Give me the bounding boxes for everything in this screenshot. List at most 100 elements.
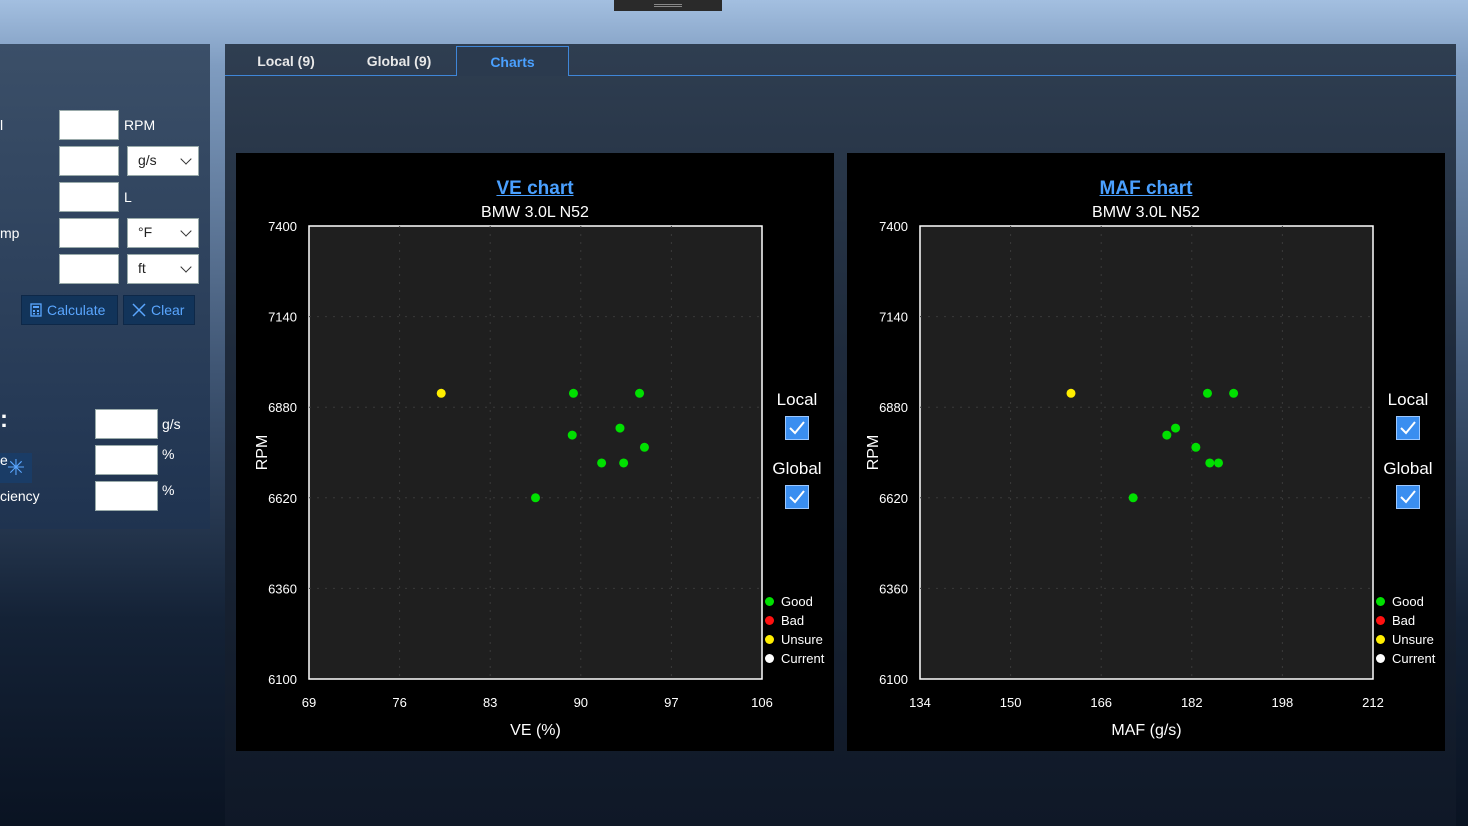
check-icon [789,490,805,504]
x-tick-label: 198 [1272,695,1294,710]
tab-charts[interactable]: Charts [456,46,569,76]
data-point-good[interactable] [567,430,577,440]
legend-good: Good [765,592,824,611]
data-point-good[interactable] [568,388,578,398]
x-tick-label: 76 [392,695,406,710]
tab-local-label: Local (9) [257,53,315,69]
x-tick-label: 150 [1000,695,1022,710]
calculate-button[interactable]: Calculate [21,295,118,325]
rpm-unit: RPM [124,117,156,133]
check-icon [1400,421,1416,435]
ve-chart-title[interactable]: VE chart [496,178,574,199]
data-point-unsure[interactable] [1066,388,1076,398]
maf-chart-title[interactable]: MAF chart [1099,178,1193,199]
asterisk-icon[interactable]: ✳ [0,453,32,483]
legend-good-dot [1376,597,1385,606]
y-tick-label: 6880 [268,400,297,415]
data-point-good[interactable] [615,423,625,433]
y-axis-label: RPM [254,435,271,471]
legend-bad-label: Bad [781,613,805,628]
temp-unit-select[interactable]: °F [127,218,199,248]
legend-bad-dot [765,616,774,625]
local-checkbox[interactable] [1396,416,1420,440]
data-point-good[interactable] [1162,430,1172,440]
altitude-unit-select[interactable]: ft [127,254,199,284]
data-point-good[interactable] [597,458,607,468]
data-point-good[interactable] [531,493,540,503]
x-tick-label: 134 [909,695,931,710]
x-tick-label: 166 [1090,695,1112,710]
result-efficiency-output[interactable] [95,481,158,511]
clear-button[interactable]: Clear [123,295,195,325]
result-maf-output[interactable] [95,409,158,439]
data-point-good[interactable] [1202,388,1212,398]
displacement-input[interactable] [59,182,119,212]
global-toggle-label: Global [1383,459,1433,478]
result-ve-output[interactable] [95,445,158,475]
y-tick-label: 6100 [268,672,297,687]
maf-chart-panel: MAF chart BMW 3.0L N52 134 150 166 182 198 21… [847,153,1445,751]
legend-current-dot [1376,654,1385,663]
rpm-label: l [0,117,4,133]
window-drag-handle[interactable] [614,0,722,11]
legend-bad: Bad [1376,611,1435,630]
y-tick-label: 6620 [879,491,908,506]
calculator-icon [30,303,42,317]
legend-good-label: Good [781,594,813,609]
tab-charts-label: Charts [490,54,535,70]
maf-chart-legend: Good Bad Unsure Current [1376,592,1435,668]
tab-global[interactable]: Global (9) [342,46,456,76]
legend-unsure: Unsure [1376,630,1435,649]
temp-input[interactable] [59,218,119,248]
check-icon [1400,490,1416,504]
altitude-input[interactable] [59,254,119,284]
tab-local[interactable]: Local (9) [230,46,342,76]
y-tick-label: 7400 [268,219,297,234]
results-heading: : [0,406,8,433]
data-point-unsure[interactable] [436,388,446,398]
legend-bad-dot [1376,616,1385,625]
data-point-good[interactable] [1171,423,1181,433]
global-checkbox[interactable] [1396,485,1420,509]
rpm-input[interactable] [59,110,119,140]
maf-input[interactable] [59,146,119,176]
data-point-good[interactable] [639,442,649,452]
data-point-good[interactable] [619,458,629,468]
y-tick-label: 7140 [879,310,908,325]
legend-current: Current [765,649,824,668]
y-tick-label: 6620 [268,491,297,506]
local-toggle-label: Local [1387,390,1429,409]
x-tick-label: 97 [664,695,678,710]
data-point-good[interactable] [1214,458,1224,468]
legend-good-label: Good [1392,594,1424,609]
calculate-label: Calculate [47,302,106,318]
data-point-good[interactable] [1191,442,1201,452]
legend-current-label: Current [1392,651,1436,666]
result-ve-unit: % [162,446,175,462]
data-point-good[interactable] [635,388,645,398]
tab-bar: Local (9) Global (9) Charts [225,44,1456,76]
legend-current: Current [1376,649,1435,668]
legend-unsure-dot [1376,635,1385,644]
data-point-good[interactable] [1229,388,1239,398]
local-checkbox[interactable] [785,416,809,440]
maf-unit-select[interactable]: g/s [127,146,199,176]
ve-chart-panel: VE chart BMW 3.0L N52 69 76 83 90 97 106 7400 7… [236,153,834,751]
x-tick-label: 182 [1181,695,1203,710]
legend-bad: Bad [765,611,824,630]
legend-good: Good [1376,592,1435,611]
data-point-good[interactable] [1205,458,1215,468]
global-checkbox[interactable] [785,485,809,509]
result-efficiency-unit: % [162,482,175,498]
legend-unsure-label: Unsure [1392,632,1434,647]
x-tick-label: 90 [574,695,588,710]
maf-chart-plot: 134 150 166 182 198 212 7400 7140 6880 6620 6360 61… [865,219,1384,739]
main-area: Local (9) Global (9) Charts VE chart BMW… [225,44,1456,826]
maf-chart-subtitle: BMW 3.0L N52 [1092,204,1200,221]
data-point-good[interactable] [1128,493,1138,503]
temp-unit-value: °F [138,224,153,240]
maf-unit-value: g/s [138,152,157,168]
legend-unsure-label: Unsure [781,632,823,647]
y-tick-label: 7400 [879,219,908,234]
x-axis-label: MAF (g/s) [1111,722,1181,739]
